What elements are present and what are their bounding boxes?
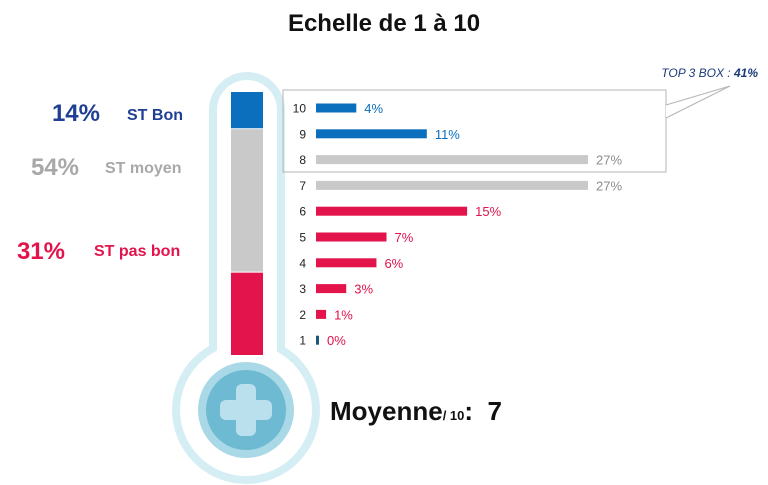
data-label: 27% (596, 178, 622, 193)
bar-series: 10 4% 9 11% 8 27% 7 27% 6 15% 5 7% 4 6% 3 3% 2 1% 1 0% (293, 101, 623, 348)
thermometer-segment-moyen (231, 129, 263, 273)
thermometer-segment-bon (231, 92, 263, 130)
moyenne-sub: / 10 (442, 408, 465, 423)
top3-label: TOP 3 BOX : (661, 66, 731, 80)
moyenne-colon: : (464, 396, 474, 426)
group-label-bon: ST Bon (127, 107, 183, 124)
moyenne: Moyenne/ 10: 7 (330, 396, 502, 427)
category-label: 8 (299, 153, 306, 167)
data-label: 6% (384, 256, 403, 271)
data-label: 3% (354, 282, 373, 297)
category-label: 6 (299, 205, 306, 219)
bar (316, 309, 327, 319)
thermometer-fill (231, 92, 263, 355)
moyenne-value: 7 (487, 396, 502, 426)
category-label: 2 (299, 308, 306, 322)
data-label: 15% (475, 204, 501, 219)
bar (316, 206, 468, 216)
bar (316, 232, 387, 242)
category-label: 3 (299, 282, 306, 296)
category-label: 5 (299, 231, 306, 245)
data-label: 0% (327, 333, 346, 348)
category-label: 7 (299, 179, 306, 193)
category-label: 1 (299, 334, 306, 348)
top3-box-label: TOP 3 BOX : 41% (661, 66, 758, 80)
category-label: 4 (299, 256, 306, 270)
data-label: 27% (596, 153, 622, 168)
moyenne-label: Moyenne (330, 396, 443, 426)
bar (316, 103, 357, 113)
data-label: 7% (395, 230, 414, 245)
plus-icon (220, 384, 272, 436)
data-label: 1% (334, 307, 353, 322)
bar (316, 258, 377, 268)
thermometer (172, 72, 320, 484)
top3-callout-pointer (665, 85, 731, 119)
top3-value: 41% (733, 66, 758, 80)
top3-box (282, 89, 667, 173)
bar (316, 129, 427, 139)
group-pct-bon: 14% (51, 100, 100, 127)
data-label: 4% (364, 101, 383, 116)
bar (316, 284, 347, 294)
category-label: 9 (299, 127, 306, 141)
group-label-moyen: ST moyen (105, 160, 182, 177)
bar (316, 155, 588, 165)
group-pct-moyen: 54% (30, 154, 79, 181)
data-label: 11% (435, 127, 460, 142)
bar (316, 335, 319, 345)
category-label: 10 (293, 102, 307, 116)
thermometer-segment-pas-bon (231, 272, 263, 355)
group-label-pas-bon: ST pas bon (94, 243, 181, 260)
group-pct-pas-bon: 31% (16, 238, 65, 265)
bar (316, 180, 588, 190)
chart-title: Echelle de 1 à 10 (287, 10, 481, 37)
